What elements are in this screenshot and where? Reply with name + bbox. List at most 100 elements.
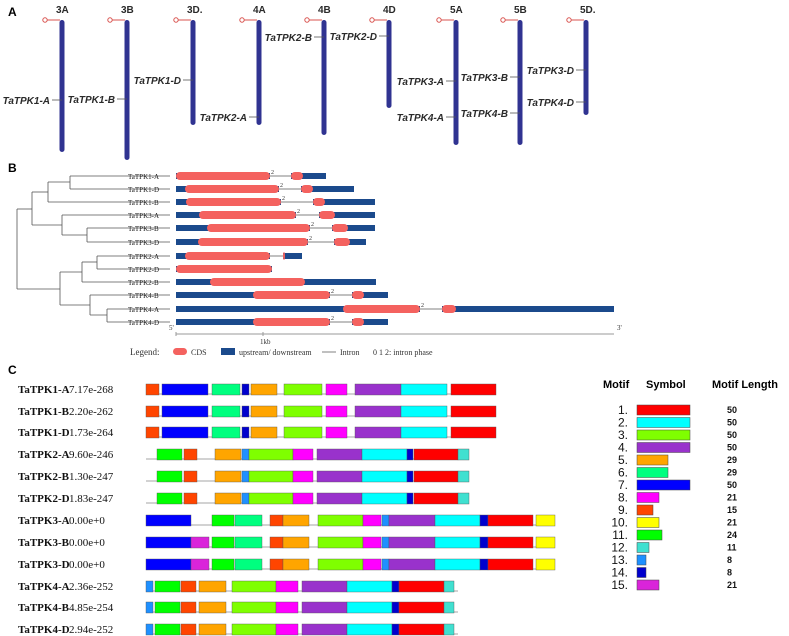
motif-length: 50 xyxy=(727,405,737,415)
gene-name: TaTPK4-B xyxy=(128,292,159,300)
motif-box-9 xyxy=(180,580,197,593)
motif-box-7 xyxy=(145,514,192,527)
motif-box-1 xyxy=(413,492,459,505)
cds-block xyxy=(352,291,364,299)
cds-block xyxy=(352,318,364,326)
cds-block xyxy=(185,185,279,193)
protein-name: TaTPK4-D xyxy=(18,624,70,636)
motif-box-13 xyxy=(381,558,390,571)
motif-legend-item: 1. 50 xyxy=(618,403,737,417)
gene-name: TaTPK3-A xyxy=(128,212,159,220)
intron-phase: 2 xyxy=(311,222,314,228)
motif-number: 8. xyxy=(618,491,628,505)
motif-box-9 xyxy=(180,623,197,636)
motif-box-5 xyxy=(214,448,242,461)
chromosome-4D: 4D TaTPK2-D xyxy=(330,5,396,108)
motif-box-8 xyxy=(292,492,314,505)
gene-structure-row: TaTPK3-A 2 xyxy=(128,209,375,220)
motif-symbol xyxy=(636,429,691,441)
motif-box-1 xyxy=(413,470,459,483)
motif-box-1 xyxy=(398,580,445,593)
motif-legend-item: 12. 11 xyxy=(611,541,736,555)
centromere-marker xyxy=(436,17,442,23)
motif-box-8 xyxy=(362,536,382,549)
gene-name: TaTPK2-B xyxy=(128,279,159,287)
chromosome-name: 3B xyxy=(121,5,134,16)
chromosome-bar xyxy=(517,20,523,145)
motif-box-14 xyxy=(241,405,250,418)
motif-length: 21 xyxy=(727,580,737,590)
motif-row: TaTPK4-B 4.85e-254 xyxy=(18,601,458,614)
motif-box-5 xyxy=(198,601,227,614)
protein-name: TaTPK2-B xyxy=(18,471,70,483)
motif-box-14 xyxy=(241,383,250,396)
panel-b-label: B xyxy=(8,161,17,175)
e-value: 0.00e+0 xyxy=(69,515,105,527)
cds-block xyxy=(319,211,335,219)
protein-name: TaTPK3-A xyxy=(18,515,70,527)
chromosome-4B: 4B TaTPK2-B xyxy=(265,5,331,135)
motif-box-2 xyxy=(434,558,481,571)
motif-legend-item: 4. 50 xyxy=(618,441,737,455)
motif-number: 15. xyxy=(611,578,628,592)
chromosome-name: 5B xyxy=(514,5,527,16)
motif-legend-item: 11. 24 xyxy=(612,528,737,542)
chromosome-5A: 5A TaTPK3-A TaTPK4-A xyxy=(397,5,463,145)
motif-box-2 xyxy=(434,536,481,549)
chromosome-name: 3A xyxy=(56,5,69,16)
motif-box-2 xyxy=(361,448,408,461)
chromosome-bar xyxy=(386,20,392,108)
motif-box-14 xyxy=(406,492,414,505)
cds-block xyxy=(253,318,330,326)
motif-number: 9. xyxy=(618,503,628,517)
protein-name: TaTPK3-B xyxy=(18,537,70,549)
motif-row: TaTPK3-A 0.00e+0 xyxy=(18,514,556,527)
gene-name: TaTPK1-D xyxy=(128,186,159,194)
legend-intron-label: Intron xyxy=(340,348,360,357)
motif-box-9 xyxy=(269,536,284,549)
motif-length-header: Motif Length xyxy=(712,379,778,391)
chromosome-bar xyxy=(124,20,130,160)
chromosome-name: 4A xyxy=(253,5,266,16)
motif-legend-item: 15. 21 xyxy=(611,578,737,592)
motif-row: TaTPK1-A 7.17e-268 xyxy=(18,383,497,396)
motif-box-12 xyxy=(457,470,470,483)
motif-box-9 xyxy=(180,601,197,614)
protein-name: TaTPK4-A xyxy=(18,581,70,593)
intron-phase: 2 xyxy=(271,170,274,176)
gene-structure-row: TaTPK3-B 2 xyxy=(128,222,375,233)
protein-name: TaTPK2-A xyxy=(18,449,70,461)
motif-box-1 xyxy=(450,426,497,439)
motif-box-14 xyxy=(241,426,250,439)
panel-a-label: A xyxy=(8,5,17,19)
motif-box-11 xyxy=(211,536,235,549)
motif-box-2 xyxy=(346,623,393,636)
motif-box-8 xyxy=(292,470,314,483)
gene-name: TaTPK4-A xyxy=(128,306,159,314)
cds-block xyxy=(210,278,305,286)
motif-symbol xyxy=(636,454,669,466)
motif-box-11 xyxy=(154,601,181,614)
motif-box-13 xyxy=(145,601,154,614)
motif-box-2 xyxy=(361,470,408,483)
gene-label: TaTPK3-D xyxy=(527,66,574,77)
centromere-marker xyxy=(239,17,245,23)
motif-box-10 xyxy=(535,514,556,527)
gene-structure-legend: Legend: CDS upstream/ downstream Intron … xyxy=(130,347,433,357)
gene-label: TaTPK2-B xyxy=(265,33,312,44)
motif-legend-item: 5. 29 xyxy=(618,453,737,467)
motif-box-3 xyxy=(248,448,294,461)
cds-block xyxy=(442,305,456,313)
centromere-marker xyxy=(566,17,572,23)
motif-length: 11 xyxy=(727,543,737,553)
chromosome-bar xyxy=(256,20,262,125)
motif-box-2 xyxy=(346,580,393,593)
motif-box-4 xyxy=(301,623,348,636)
motif-header: Motif xyxy=(603,379,630,391)
motif-box-4 xyxy=(354,426,402,439)
motif-box-14 xyxy=(391,623,400,636)
chromosome-3B: 3B TaTPK1-B xyxy=(68,5,134,160)
motif-box-14 xyxy=(391,601,400,614)
intron-phase: 2 xyxy=(309,236,312,242)
intron-phase: 2 xyxy=(297,209,300,215)
